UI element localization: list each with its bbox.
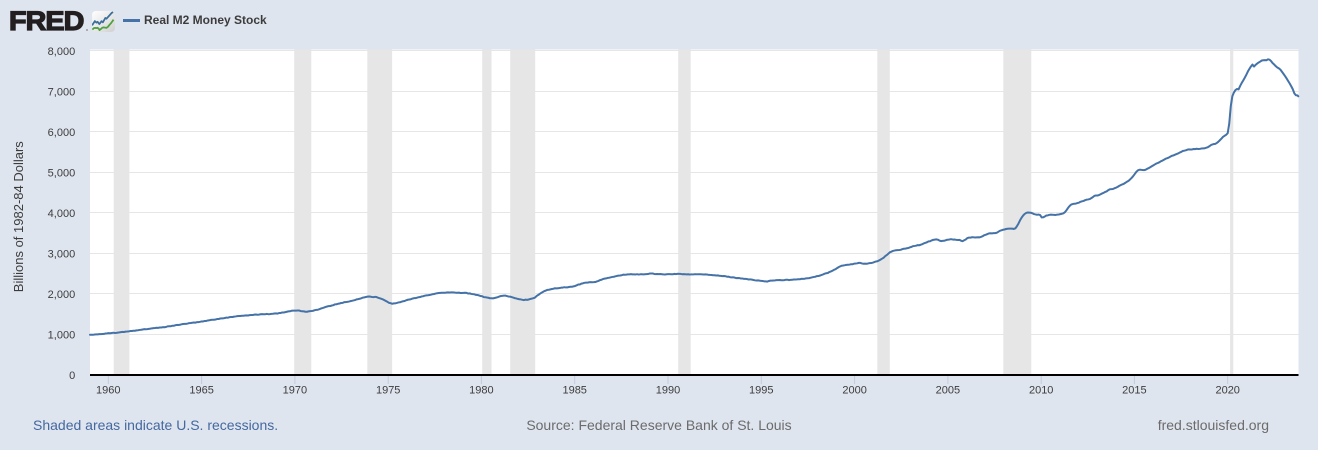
svg-text:3,000: 3,000 [48, 249, 76, 261]
svg-text:2015: 2015 [1122, 385, 1146, 397]
svg-text:8,000: 8,000 [48, 46, 76, 58]
svg-text:Billions of 1982-84 Dollars: Billions of 1982-84 Dollars [11, 141, 26, 293]
svg-text:1985: 1985 [562, 385, 586, 397]
svg-text:4,000: 4,000 [48, 208, 76, 220]
svg-text:1970: 1970 [283, 385, 307, 397]
svg-text:2020: 2020 [1215, 385, 1239, 397]
svg-text:0: 0 [69, 370, 75, 382]
svg-text:2005: 2005 [936, 385, 960, 397]
svg-text:1965: 1965 [189, 385, 213, 397]
svg-text:1990: 1990 [656, 385, 680, 397]
svg-text:2,000: 2,000 [48, 289, 76, 301]
svg-text:1960: 1960 [96, 385, 120, 397]
svg-text:2000: 2000 [842, 385, 866, 397]
svg-text:2010: 2010 [1029, 385, 1053, 397]
svg-text:1,000: 1,000 [48, 330, 76, 342]
svg-text:1995: 1995 [749, 385, 773, 397]
svg-text:5,000: 5,000 [48, 168, 76, 180]
svg-text:6,000: 6,000 [48, 127, 76, 139]
svg-text:1975: 1975 [376, 385, 400, 397]
svg-text:7,000: 7,000 [48, 87, 76, 99]
svg-text:1980: 1980 [469, 385, 493, 397]
